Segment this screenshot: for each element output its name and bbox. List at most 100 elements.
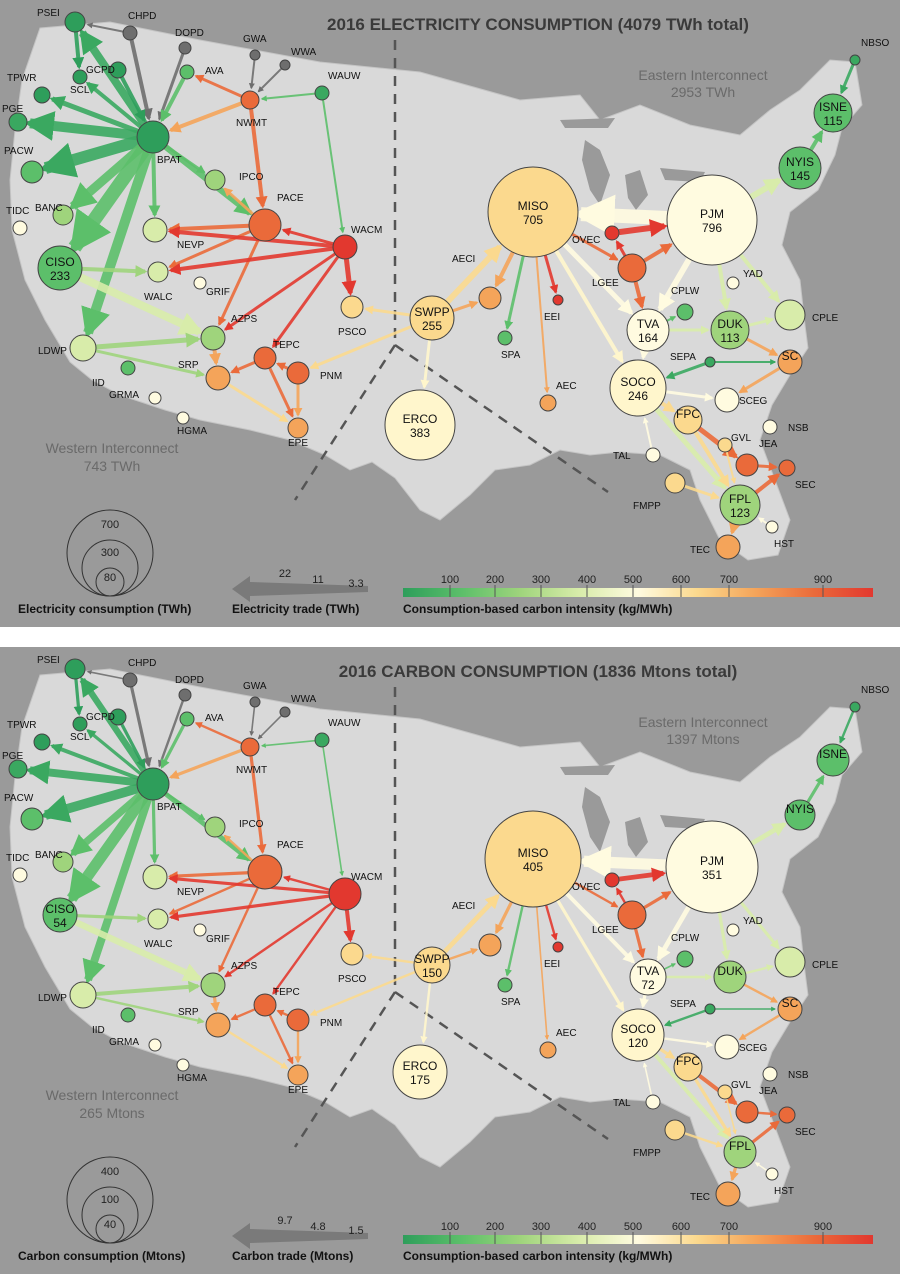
trade-arrow xyxy=(81,150,153,339)
node-label-sec: SEC xyxy=(795,480,816,491)
trade-arrow xyxy=(68,144,144,211)
node-label-tpwr: TPWR xyxy=(7,720,36,731)
node-banc xyxy=(52,204,74,226)
trade-arrow xyxy=(642,1062,653,1096)
color-scale-tick-label: 500 xyxy=(624,574,642,586)
node-value-isne: 115 xyxy=(823,114,842,128)
node-label-erco: ERCO xyxy=(403,1059,438,1073)
trade-arrow xyxy=(68,145,150,255)
node-fpc xyxy=(673,405,703,435)
node-aeci xyxy=(478,933,502,957)
trade-arrow xyxy=(168,246,334,275)
node-label-ava: AVA xyxy=(205,66,224,77)
node-label-yad: YAD xyxy=(743,269,763,280)
trade-arrow xyxy=(660,400,676,413)
node-label-cplw: CPLW xyxy=(671,286,700,297)
node-banc xyxy=(52,851,74,873)
node-label-azps: AZPS xyxy=(231,314,257,325)
node-pace xyxy=(247,854,283,890)
trade-legend-arrow xyxy=(232,1223,368,1249)
trade-arrow xyxy=(322,746,344,877)
trade-arrow xyxy=(341,258,357,297)
size-legend-value-medium: 300 xyxy=(101,547,119,559)
node-wauw xyxy=(314,732,330,748)
node-label-chpd: CHPD xyxy=(128,658,156,669)
node-ovec xyxy=(604,225,620,241)
node-fmpp xyxy=(664,1119,686,1141)
node-label-ciso: CISO xyxy=(45,902,74,916)
trade-arrow xyxy=(119,76,146,123)
node-label-dopd: DOPD xyxy=(175,675,204,686)
trade-arrow xyxy=(167,222,250,235)
node-label-srp: SRP xyxy=(178,360,199,371)
node-label-pjm: PJM xyxy=(700,207,724,221)
node-label-isne: ISNE xyxy=(819,747,847,761)
node-label-pnm: PNM xyxy=(320,371,342,382)
color-scale-tick-label: 600 xyxy=(672,1221,690,1233)
node-gwa xyxy=(249,49,261,61)
trade-legend-arrow xyxy=(232,576,368,602)
node-nbso xyxy=(849,54,861,66)
trade-arrow xyxy=(728,521,741,535)
trade-legend-title: Electricity trade (TWh) xyxy=(232,602,359,616)
node-pge xyxy=(8,759,28,779)
node-value-fpl: 123 xyxy=(730,506,750,520)
node-label-tepc: TEPC xyxy=(273,987,300,998)
trade-arrow xyxy=(268,367,294,418)
trade-legend: 22 11 3.3 Electricity trade (TWh) xyxy=(232,568,368,616)
node-label-gcpd: GCPD xyxy=(86,65,115,76)
great-lake xyxy=(625,170,648,210)
trade-arrow xyxy=(633,928,646,959)
trade-arrow xyxy=(157,53,185,121)
trade-arrow xyxy=(749,177,783,200)
size-legend: 700 300 80 Electricity consumption (TWh) xyxy=(18,509,191,616)
eastern-interconnect-title: Eastern Interconnect xyxy=(638,714,767,730)
eastern-interconnect-title: Eastern Interconnect xyxy=(638,67,767,83)
trade-arrow xyxy=(618,219,668,237)
trade-arrow xyxy=(653,1053,730,1140)
node-tal xyxy=(645,1094,661,1110)
node-psco xyxy=(340,295,364,319)
trade-arrow xyxy=(615,240,627,257)
great-lake xyxy=(582,140,610,205)
great-lake xyxy=(625,817,648,857)
node-wacm xyxy=(332,234,358,260)
node-label-cple: CPLE xyxy=(812,313,838,324)
trade-arrow xyxy=(271,255,340,349)
node-nwmt xyxy=(240,737,260,757)
color-scale-tick-label: 500 xyxy=(624,1221,642,1233)
node-gcpd xyxy=(109,61,127,79)
node-jea xyxy=(735,453,759,477)
node-epe xyxy=(287,417,309,439)
trade-arrow xyxy=(738,1014,781,1041)
trade-arrow xyxy=(69,791,144,857)
node-pge xyxy=(8,112,28,132)
node-walc xyxy=(147,908,169,930)
trade-arrow xyxy=(618,867,667,882)
western-interconnect-title: Western Interconnect xyxy=(46,440,179,456)
node-lgee xyxy=(617,253,647,283)
node-pacw xyxy=(20,807,44,831)
node-label-srp: SRP xyxy=(178,1007,199,1018)
node-walc xyxy=(147,261,169,283)
trade-arrow xyxy=(494,901,513,935)
trade-arrow xyxy=(504,255,525,330)
node-tidc xyxy=(12,220,28,236)
size-legend: 400 100 40 Carbon consumption (Mtons) xyxy=(18,1156,185,1263)
trade-arrow xyxy=(748,316,775,327)
trade-legend-value-small: 3.3 xyxy=(348,578,363,590)
trade-arrow xyxy=(78,28,148,127)
trade-arrow xyxy=(746,337,779,357)
node-sec xyxy=(778,459,796,477)
node-label-tal: TAL xyxy=(613,451,631,462)
trade-arrow xyxy=(448,948,479,961)
node-label-ovec: OVEC xyxy=(572,882,600,893)
node-cple xyxy=(774,299,806,331)
node-label-tepc: TEPC xyxy=(273,340,300,351)
node-pjm xyxy=(665,820,759,914)
trade-arrow xyxy=(364,953,415,964)
color-scale-tick-label: 400 xyxy=(578,1221,596,1233)
trade-arrow xyxy=(79,676,147,773)
trade-arrow xyxy=(168,894,330,922)
trade-arrow xyxy=(642,242,673,263)
